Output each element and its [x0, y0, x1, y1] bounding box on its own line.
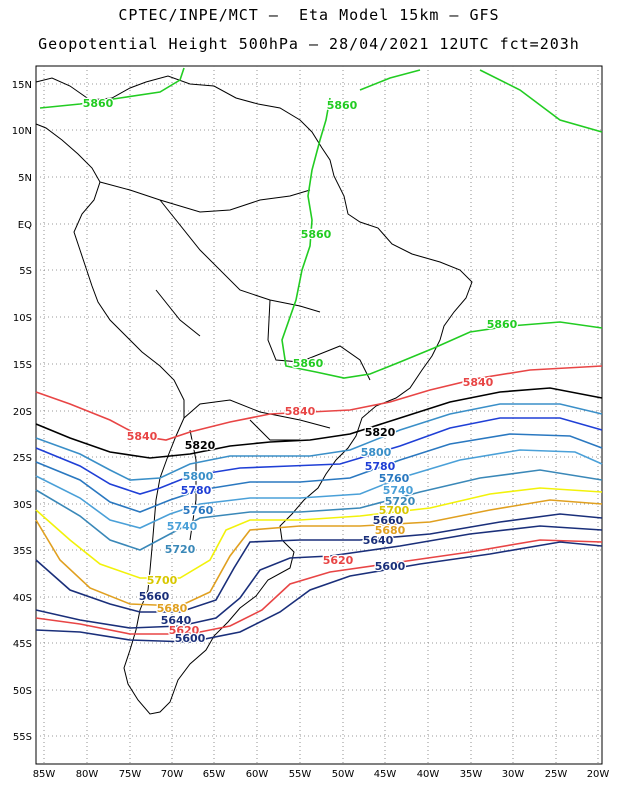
lon-tick-label: 65W [203, 769, 226, 780]
lat-tick-label: 40S [13, 593, 32, 604]
contour-line-5840 [35, 365, 603, 441]
contour-label: 5740 [383, 484, 414, 497]
lon-tick-label: 85W [33, 769, 56, 780]
map-title-line-2: Geopotential Height 500hPa – 28/04/2021 … [38, 35, 580, 53]
contour-label: 5620 [323, 554, 354, 567]
contour-label: 5820 [365, 426, 396, 439]
contour-line-5640 [35, 525, 603, 629]
lon-tick-label: 50W [332, 769, 355, 780]
contour-label: 5760 [183, 504, 214, 517]
contour-lines [35, 67, 603, 643]
contour-label: 5760 [379, 472, 410, 485]
contour-label: 5860 [487, 318, 518, 331]
lat-tick-label: 30S [13, 500, 32, 511]
contour-label: 5840 [463, 376, 494, 389]
lat-tick-label: 55S [13, 732, 32, 743]
lat-tick-label: 45S [13, 639, 32, 650]
lon-tick-label: 55W [289, 769, 312, 780]
contour-line-5740 [35, 449, 603, 529]
contour-label: 5720 [385, 495, 416, 508]
lon-tick-label: 60W [246, 769, 269, 780]
lon-tick-label: 80W [76, 769, 99, 780]
contour-line-5680 [35, 499, 603, 607]
contour-line-5700 [35, 487, 603, 579]
contour-label: 5660 [139, 590, 170, 603]
map-frame [35, 65, 603, 765]
contour-label: 5640 [363, 534, 394, 547]
lat-tick-label: 15S [13, 360, 32, 371]
contour-label: 5860 [301, 228, 332, 241]
contour-label: 5680 [157, 602, 188, 615]
lat-tick-label: 5N [18, 173, 32, 184]
lon-tick-label: 25W [545, 769, 568, 780]
lon-tick-label: 70W [161, 769, 184, 780]
lat-tick-label: 10N [12, 126, 32, 137]
contour-label: 5840 [285, 405, 316, 418]
contour-label: 5780 [181, 484, 212, 497]
contour-label: 5660 [373, 514, 404, 527]
lat-tick-label: 5S [19, 266, 32, 277]
contour-label: 5800 [183, 470, 214, 483]
lat-tick-label: 35S [13, 546, 32, 557]
contour-line-5820 [35, 387, 603, 459]
contour-label: 5700 [379, 504, 410, 517]
contour-label: 5860 [293, 357, 324, 370]
lon-tick-label: 35W [460, 769, 483, 780]
lon-tick-label: 40W [417, 769, 440, 780]
contour-label: 5840 [127, 430, 158, 443]
contour-label: 5700 [147, 574, 178, 587]
contour-labels: 5860 5860 5860 5860 5860 5840 5840 5840 5820 5820… [81, 96, 518, 647]
contour-label: 5680 [375, 524, 406, 537]
lon-tick-label: 30W [502, 769, 525, 780]
lat-tick-label: 15N [12, 80, 32, 91]
contour-label: 5600 [375, 560, 406, 573]
contour-line-5600 [35, 541, 603, 643]
contour-label: 5640 [161, 614, 192, 627]
contour-label: 5860 [83, 97, 114, 110]
lat-tick-label: EQ [18, 220, 32, 231]
graticule [36, 66, 602, 764]
lat-tick-label: 20S [13, 407, 32, 418]
contour-label: 5620 [169, 624, 200, 637]
lon-tick-label: 75W [119, 769, 142, 780]
contour-label: 5860 [327, 99, 358, 112]
contour-line-5760 [35, 433, 603, 513]
lat-tick-label: 50S [13, 686, 32, 697]
axis-ticks: 15N 10N 5N EQ 5S 10S 15S 20S 25S 30S 35S 40S 45S 50S 5… [12, 80, 610, 780]
contour-line-5620 [35, 539, 603, 635]
lon-tick-label: 20W [587, 769, 610, 780]
lat-tick-label: 10S [13, 313, 32, 324]
contour-line-5860 [39, 67, 603, 379]
contour-line-5660 [35, 513, 603, 613]
coastline [35, 75, 473, 715]
lat-tick-label: 25S [13, 453, 32, 464]
contour-label: 5740 [167, 520, 198, 533]
contour-line-5800 [35, 403, 603, 481]
map-title-line-1: CPTEC/INPE/MCT – Eta Model 15km – GFS [118, 6, 500, 24]
contour-label: 5780 [365, 460, 396, 473]
contour-label: 5820 [185, 439, 216, 452]
contour-label: 5600 [175, 632, 206, 645]
contour-label: 5800 [361, 446, 392, 459]
contour-label: 5720 [165, 543, 196, 556]
contour-line-5720 [35, 469, 603, 551]
contour-line-5780 [35, 417, 603, 495]
lon-tick-label: 45W [374, 769, 397, 780]
